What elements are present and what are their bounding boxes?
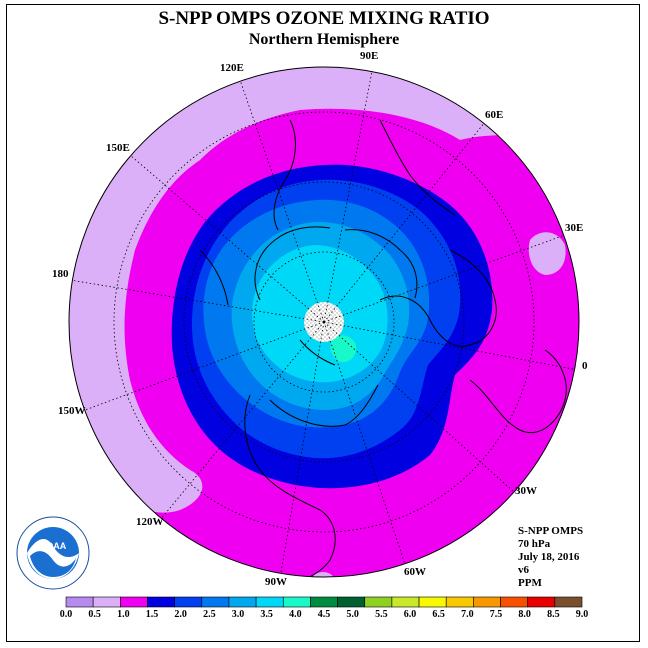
info-pressure: 70 hPa [518, 538, 551, 550]
lon-label-120w: 120W [136, 516, 164, 528]
info-date: July 18, 2016 [518, 551, 580, 563]
ozone-island-30e [528, 232, 566, 275]
colorbar-swatch [554, 596, 583, 608]
lon-label-0: 0 [582, 360, 588, 372]
colorbar-tick-label: 0.0 [59, 609, 73, 620]
colorbar-swatch [174, 596, 203, 608]
colorbar-swatch [337, 596, 366, 608]
colorbar-tick-label: 3.5 [260, 609, 273, 620]
colorbar-tick-label: 1.0 [117, 609, 130, 620]
colorbar-swatch [364, 596, 393, 608]
colorbar-swatch [255, 596, 284, 608]
info-version: v6 [518, 564, 529, 576]
colorbar-tick-label: 6.5 [432, 609, 445, 620]
noaa-logo: NOAA [16, 516, 90, 590]
colorbar-swatch [228, 596, 257, 608]
lon-label-150e: 150E [106, 142, 130, 154]
coastlines [199, 119, 567, 577]
map-subtitle: Northern Hemisphere [248, 31, 400, 48]
info-instrument: S-NPP OMPS [518, 525, 584, 537]
figure-frame [6, 4, 640, 642]
colorbar-swatch [473, 596, 501, 608]
noaa-logo-text: NOAA [40, 541, 67, 551]
colorbar-tick-label: 4.5 [317, 609, 331, 620]
colorbar-swatch [310, 596, 338, 608]
colorbar-swatch [92, 596, 121, 608]
lon-label-150w: 150W [58, 405, 86, 417]
colorbar-tick-label: 6.0 [403, 609, 417, 620]
colorbar-tick-label: 8.5 [547, 609, 560, 620]
colorbar-swatch [391, 596, 420, 608]
colorbar-tick-label: 8.0 [518, 609, 531, 620]
ozone-band-4-0 [330, 335, 357, 363]
colorbar-tick-label: 5.5 [375, 609, 388, 620]
lon-label-30w: 30W [515, 485, 537, 497]
lon-label-60e: 60E [485, 109, 504, 121]
colorbar-tick-label: 4.0 [289, 609, 302, 620]
lon-label-120e: 120E [220, 62, 244, 74]
colorbar-swatch [418, 596, 447, 608]
colorbar-tick-label: 2.5 [203, 609, 216, 620]
lon-label-90w: 90W [265, 576, 287, 588]
lon-label-180: 180 [52, 268, 69, 280]
map-title: S-NPP OMPS OZONE MIXING RATIO [158, 8, 490, 29]
lon-label-60w: 60W [404, 566, 426, 578]
lon-label-90e: 90E [360, 50, 379, 62]
colorbar-swatch [527, 596, 556, 608]
colorbar-tick-label: 1.5 [145, 609, 159, 620]
colorbar-tick-label: 5.0 [346, 609, 359, 620]
colorbar-swatch [120, 596, 148, 608]
colorbar-swatch [500, 596, 528, 608]
colorbar-tick-label: 0.5 [88, 609, 101, 620]
colorbar-swatch [282, 596, 311, 608]
colorbar-swatch [201, 596, 230, 608]
colorbar-tick-label: 9.0 [575, 609, 589, 620]
colorbar-tick-label: 3.0 [231, 609, 245, 620]
info-units: PPM [518, 577, 542, 589]
graticule-parallels [113, 111, 535, 533]
colorbar-swatch [65, 596, 94, 608]
graticule-meridians [69, 67, 579, 577]
colorbar-tick-label: 7.0 [461, 609, 474, 620]
map-boundary [68, 66, 580, 578]
colorbar-tick-label: 7.5 [489, 609, 503, 620]
colorbar-swatch [445, 596, 474, 608]
lon-label-30e: 30E [565, 222, 584, 234]
colorbar-swatch [147, 596, 175, 608]
colorbar-tick-label: 2.0 [174, 609, 187, 620]
